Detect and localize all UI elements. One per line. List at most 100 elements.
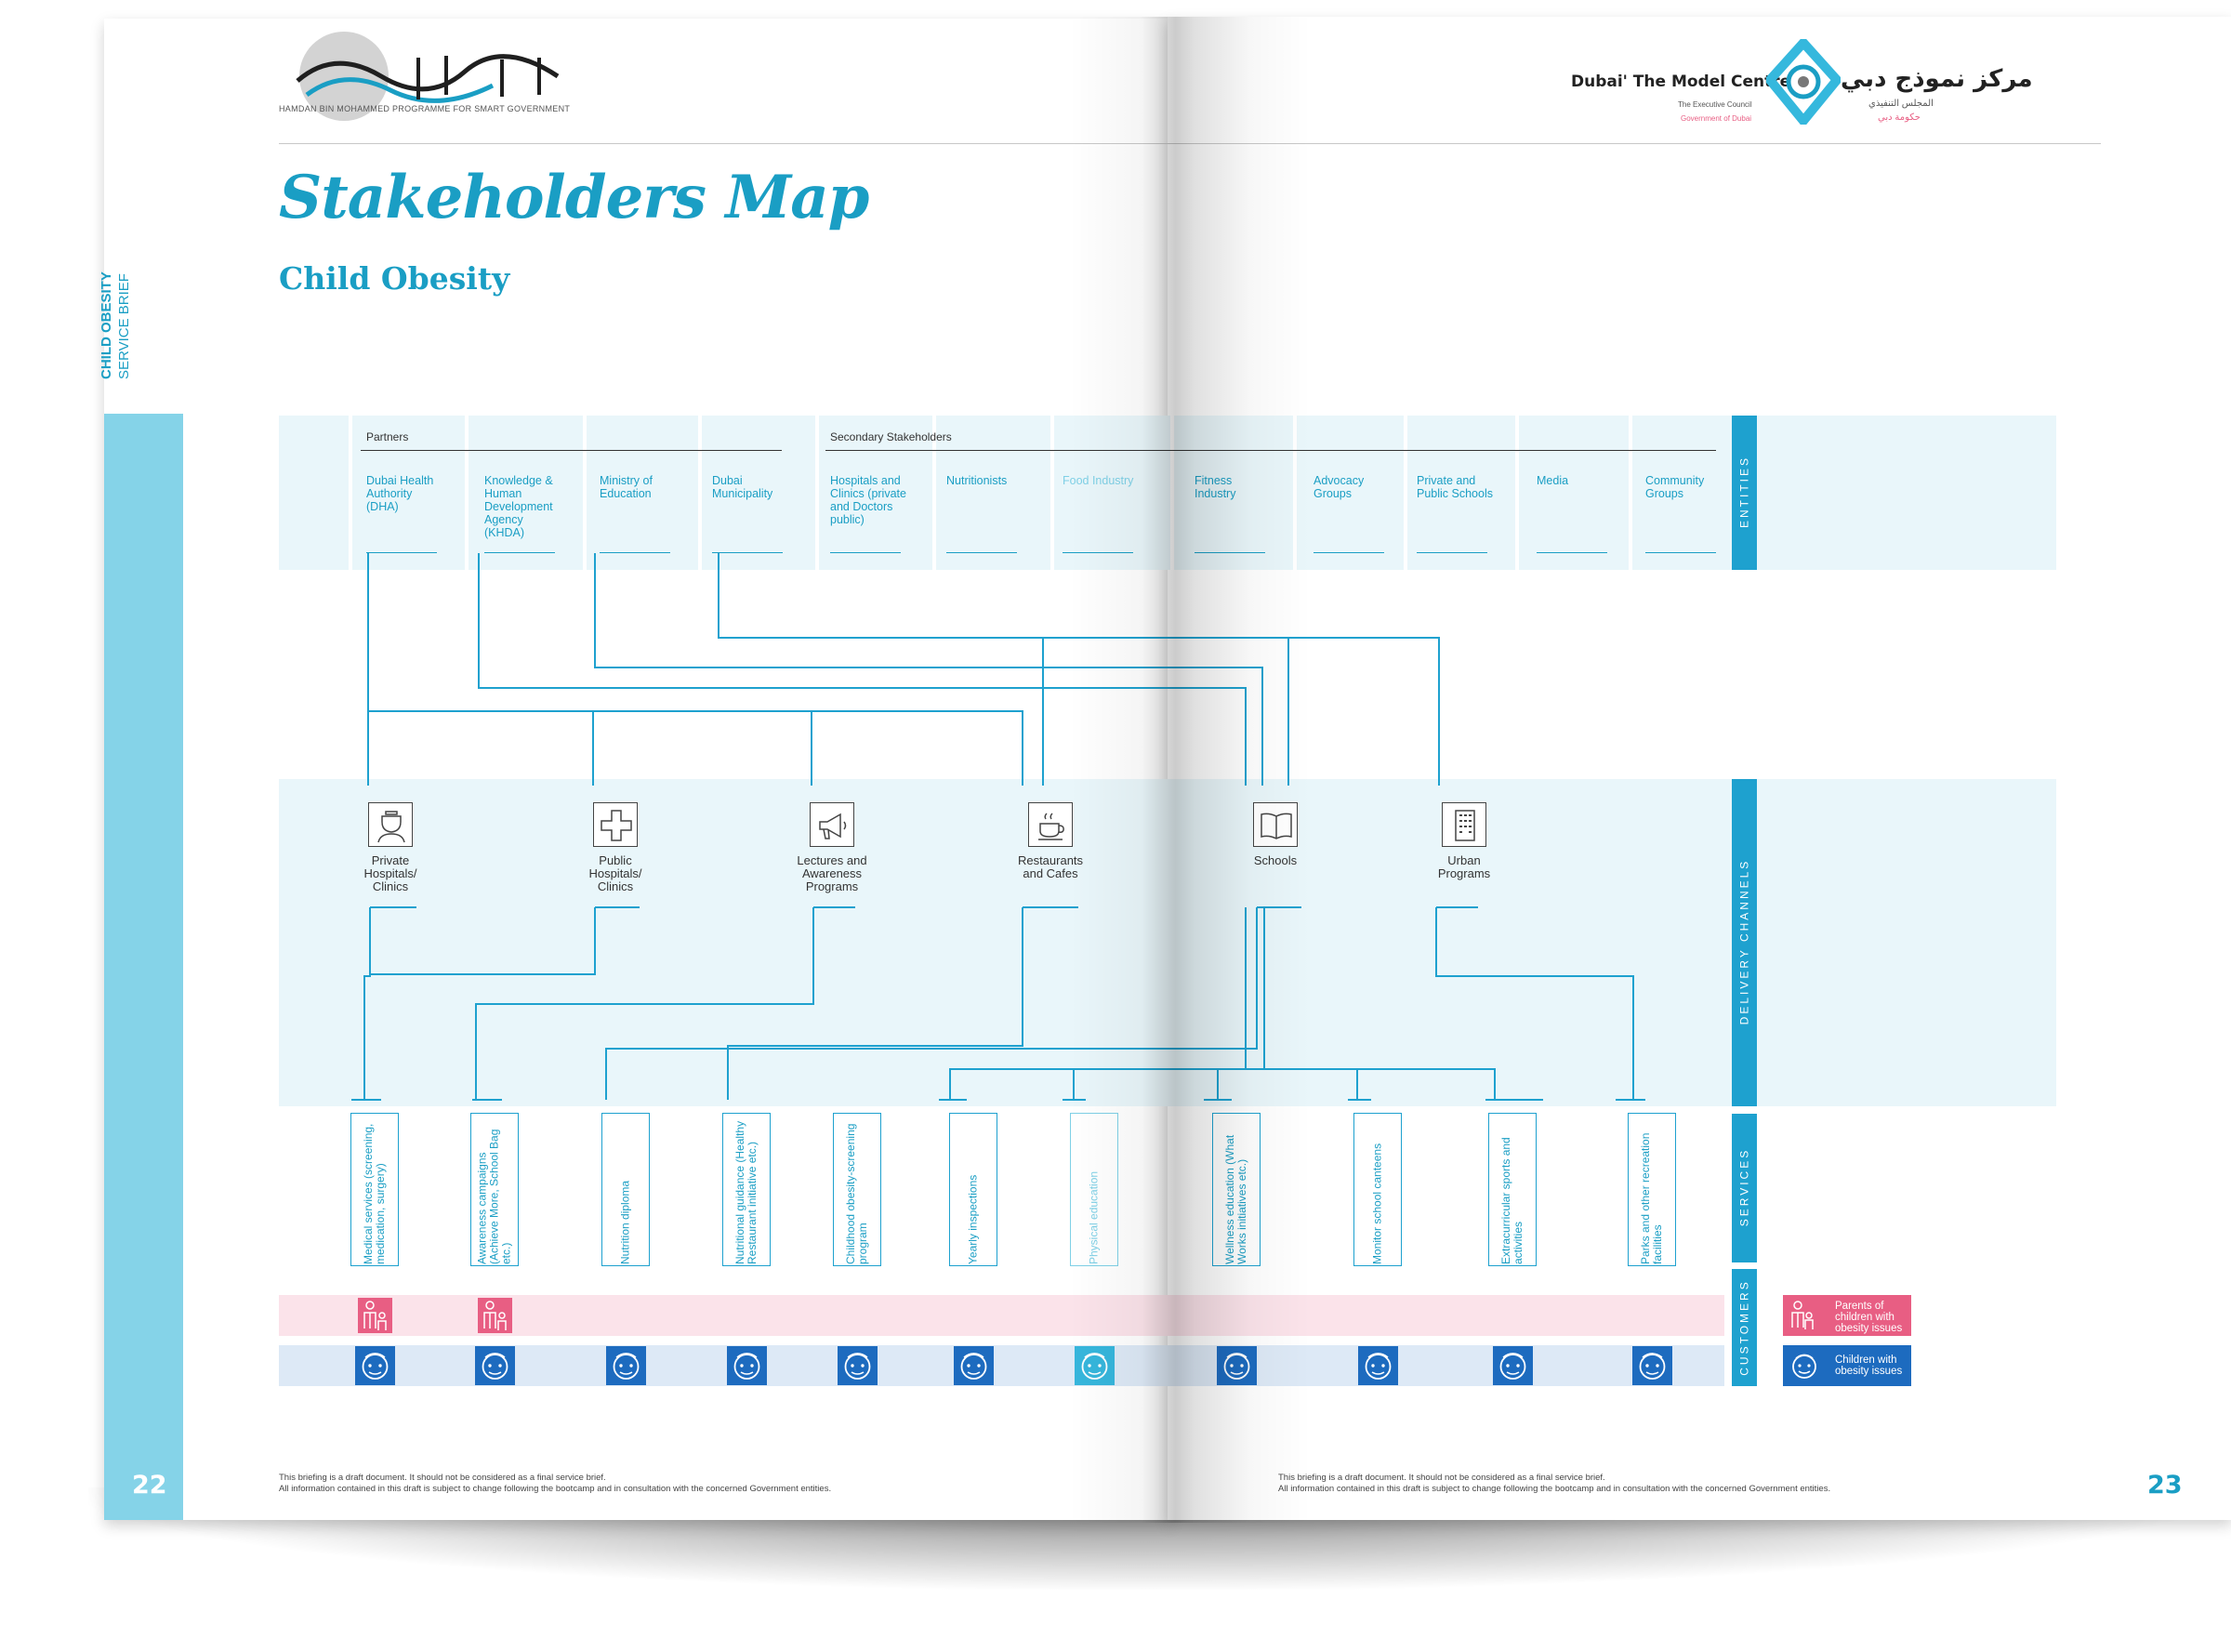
legend-children: Children with obesity issues: [1783, 1345, 1911, 1386]
entity-underline: [1314, 552, 1384, 553]
building-icon: [1442, 802, 1486, 847]
connector-line: [363, 907, 371, 1100]
left-page: [104, 19, 1171, 1520]
connector-line: [718, 553, 1440, 786]
child-face-icon: [1493, 1346, 1533, 1385]
connector-line: [475, 907, 814, 1100]
entity-divider: [1629, 416, 1632, 570]
delivery-band: [279, 779, 2056, 1106]
service-label: Medical services (screening, medication,…: [362, 1123, 387, 1264]
entity-name: Private and Public Schools: [1417, 474, 1493, 500]
entity-divider: [1293, 416, 1297, 570]
service-label: Yearly inspections: [966, 1174, 980, 1264]
child-face-icon: [1075, 1346, 1115, 1385]
service-box: Medical services (screening, medication,…: [350, 1113, 399, 1266]
parent-child-icon: [1789, 1300, 1816, 1331]
service-label: Monitor school canteens: [1370, 1143, 1384, 1264]
connector-line: [593, 710, 812, 786]
service-label: Childhood obesity-screening program: [844, 1123, 869, 1264]
entity-underline: [830, 552, 901, 553]
entity-underline: [1195, 552, 1265, 553]
entity-name: Fitness Industry: [1195, 474, 1271, 500]
entity-name: Hospitals and Clinics (private and Docto…: [830, 474, 906, 526]
entity-name: Community Groups: [1645, 474, 1705, 500]
entity-divider: [698, 416, 702, 570]
connector-line: [478, 553, 1247, 786]
model-centre-arabic2: المجلس التنفيذي: [1868, 99, 1934, 109]
entity-underline: [712, 552, 783, 553]
model-centre-line3: Government of Dubai: [1681, 114, 1752, 123]
connector-line: [367, 553, 1023, 786]
entity-name: Dubai Municipality: [712, 474, 773, 500]
page-number-left: 22: [132, 1471, 167, 1500]
service-box: Childhood obesity-screening program: [833, 1113, 881, 1266]
page-number-right: 23: [2147, 1471, 2183, 1500]
coffee-cup-icon: [1028, 802, 1073, 847]
header-rule: [279, 143, 2101, 144]
connector-line: [1435, 907, 1634, 1100]
entity-divider: [349, 416, 352, 570]
service-box: Monitor school canteens: [1353, 1113, 1402, 1266]
entity-underline: [1537, 552, 1607, 553]
footer-left-line2: All information contained in this draft …: [279, 1484, 832, 1494]
nurse-icon: [368, 802, 413, 847]
entity-name: Media: [1537, 474, 1569, 487]
right-page: [1168, 17, 2231, 1520]
entity-divider: [465, 416, 469, 570]
channel-label: Private Hospitals/ Clinics: [363, 853, 417, 893]
service-box: Extracurricular sports and activities: [1488, 1113, 1537, 1266]
model-centre-arabic: مركز نموذج دبي: [1841, 65, 2033, 93]
service-box: Nutrition diploma: [601, 1113, 650, 1266]
entity-underline: [366, 552, 437, 553]
megaphone-icon: [810, 802, 854, 847]
entity-underline: [600, 552, 670, 553]
entity-underline: [1063, 552, 1133, 553]
entity-name: Food Industry: [1063, 474, 1139, 487]
channel-label: Restaurants and Cafes: [1017, 853, 1084, 880]
service-box: Yearly inspections: [949, 1113, 997, 1266]
legend-parents: Parents of children with obesity issues: [1783, 1295, 1911, 1336]
entity-name: Advocacy Groups: [1314, 474, 1365, 500]
connector-line: [727, 907, 1023, 1100]
children-band: [279, 1345, 1724, 1386]
parent-child-icon: [478, 1298, 512, 1333]
entities-band: [279, 416, 2056, 570]
footer-right: This briefing is a draft document. It sh…: [1278, 1473, 1830, 1495]
page-title: Stakeholders Map: [279, 163, 869, 232]
secondary-group-line: [825, 450, 1716, 451]
service-label: Awareness campaigns (Achieve More, Schoo…: [475, 1129, 513, 1264]
entity-underline: [1645, 552, 1716, 553]
partners-group-label: Partners: [366, 430, 409, 443]
connector-line: [368, 710, 594, 786]
secondary-group-label: Secondary Stakeholders: [830, 430, 952, 443]
child-face-icon: [838, 1346, 878, 1385]
service-box: Physical education: [1070, 1113, 1118, 1266]
entity-underline: [1417, 552, 1487, 553]
footer-left: This briefing is a draft document. It sh…: [279, 1473, 831, 1495]
entity-divider: [1404, 416, 1407, 570]
entity-divider: [1050, 416, 1054, 570]
entity-divider: [815, 416, 819, 570]
book-icon: [1253, 802, 1298, 847]
entity-divider: [1515, 416, 1519, 570]
legend-parents-text: Parents of children with obesity issues: [1835, 1301, 1903, 1334]
service-box: Wellness education (What Works initiativ…: [1212, 1113, 1261, 1266]
medical-cross-icon: [593, 802, 638, 847]
entity-underline: [484, 552, 555, 553]
service-label: Extracurricular sports and activities: [1499, 1136, 1525, 1264]
channel-label: Schools: [1238, 854, 1313, 867]
legend-children-text: Children with obesity issues: [1835, 1355, 1903, 1377]
hbm-logo-caption: HAMDAN BIN MOHAMMED PROGRAMME FOR SMART …: [279, 104, 571, 113]
connector-line: [594, 553, 1263, 786]
entity-divider: [1170, 416, 1174, 570]
customers-label-bar: CUSTOMERS: [1732, 1269, 1757, 1386]
sidebar-strip: [104, 414, 183, 1520]
entities-label-bar: ENTITIES: [1732, 416, 1757, 570]
hbm-logo: [279, 30, 586, 132]
entity-name: Ministry of Education: [600, 474, 653, 500]
service-label: Nutrition diploma: [618, 1180, 632, 1264]
service-box: Nutritional guidance (Healthy Restaurant…: [722, 1113, 771, 1266]
footer-right-line1: This briefing is a draft document. It sh…: [1278, 1473, 1605, 1483]
child-face-icon: [1217, 1346, 1257, 1385]
